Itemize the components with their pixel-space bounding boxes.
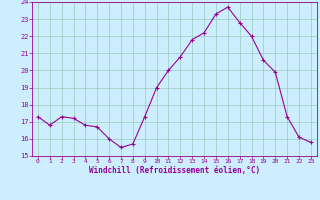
X-axis label: Windchill (Refroidissement éolien,°C): Windchill (Refroidissement éolien,°C) (89, 166, 260, 175)
